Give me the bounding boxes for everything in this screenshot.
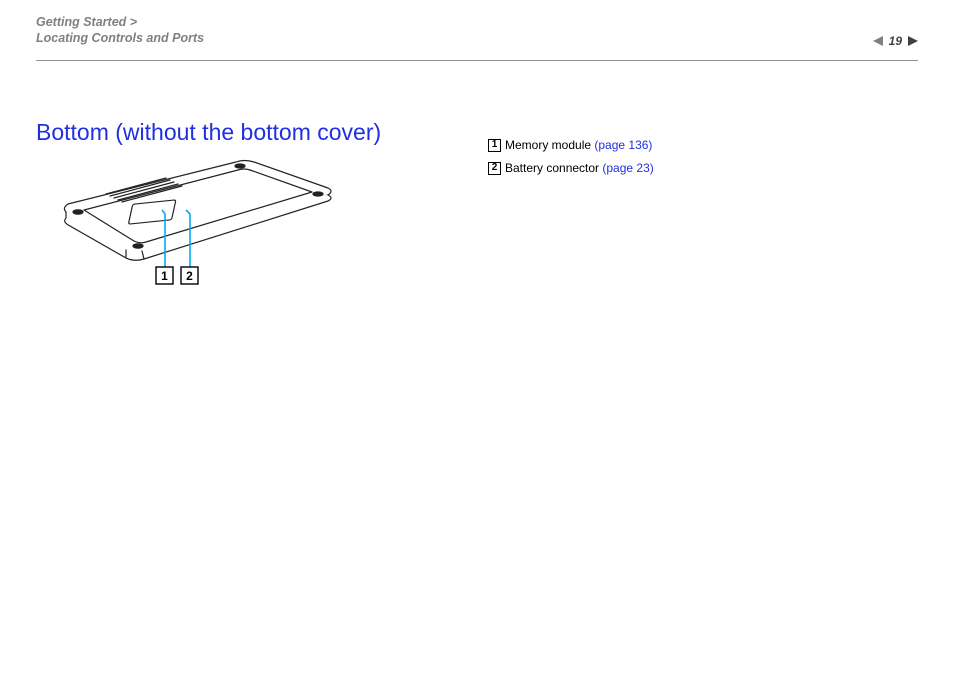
page-number: 19 <box>889 34 902 48</box>
legend-text: Battery connector <box>505 161 602 175</box>
legend-page-link[interactable]: (page 23) <box>602 161 653 175</box>
page-root: Getting Started > Locating Controls and … <box>0 0 954 674</box>
svg-text:2: 2 <box>186 269 193 283</box>
page-nav: 19 <box>873 34 918 48</box>
prev-page-arrow-icon[interactable] <box>873 36 885 46</box>
legend-page-link[interactable]: (page 136) <box>594 138 652 152</box>
product-diagram: 1 2 <box>58 154 334 294</box>
legend-text: Memory module <box>505 138 594 152</box>
svg-text:1: 1 <box>161 269 168 283</box>
legend-item: 2 Battery connector (page 23) <box>488 157 654 180</box>
legend-number-box: 1 <box>488 139 501 152</box>
breadcrumb-line-2: Locating Controls and Ports <box>36 30 918 46</box>
callout-legend: 1 Memory module (page 136) 2 Battery con… <box>488 134 654 180</box>
legend-number-box: 2 <box>488 162 501 175</box>
section-title: Bottom (without the bottom cover) <box>36 119 381 146</box>
next-page-arrow-icon[interactable] <box>906 36 918 46</box>
breadcrumb-line-1: Getting Started > <box>36 14 918 30</box>
page-header: Getting Started > Locating Controls and … <box>36 14 918 61</box>
legend-item: 1 Memory module (page 136) <box>488 134 654 157</box>
